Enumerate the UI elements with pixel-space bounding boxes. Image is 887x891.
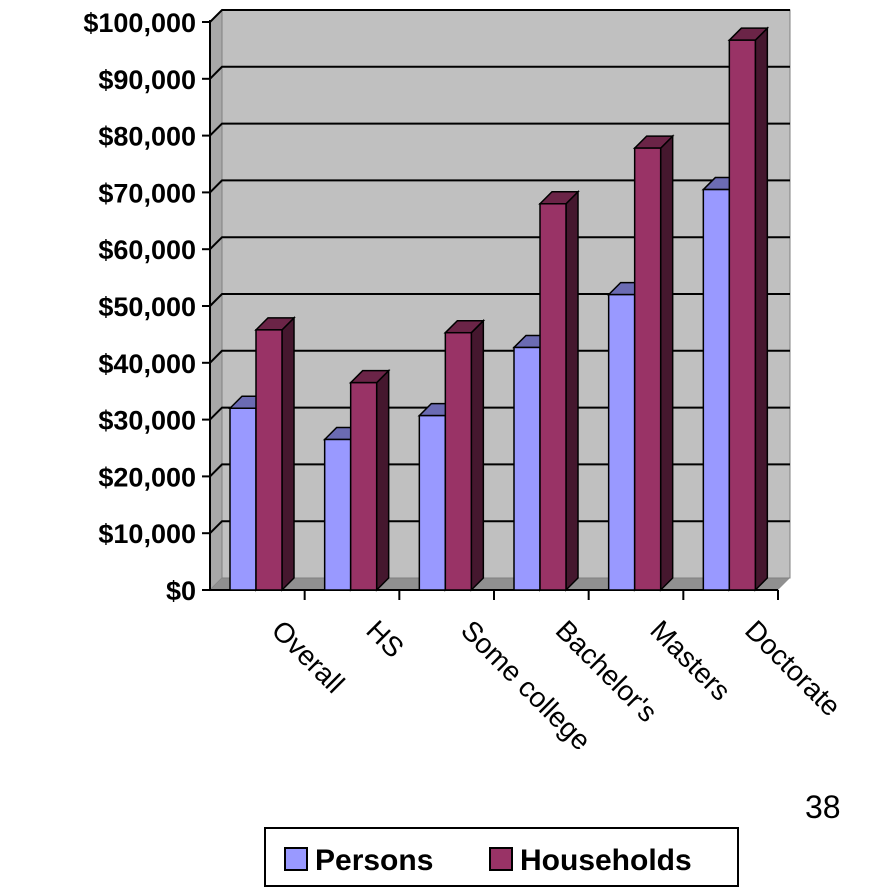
gridline xyxy=(209,293,790,307)
y-tick-label: $60,000 xyxy=(98,235,196,265)
legend-swatch-persons xyxy=(284,847,308,871)
legend-swatch-households xyxy=(489,847,513,871)
bar-households-3 xyxy=(538,189,580,592)
x-tick-label: HS xyxy=(360,614,409,663)
bar-households-0 xyxy=(254,316,296,592)
y-tick-label: $50,000 xyxy=(98,292,196,322)
plot-area xyxy=(202,8,791,600)
gridline xyxy=(209,179,790,194)
y-tick-label: $0 xyxy=(166,576,196,606)
bar-households-2 xyxy=(443,318,486,592)
legend: Persons Households xyxy=(264,827,739,887)
y-tick-label: $100,000 xyxy=(83,8,196,38)
y-tick-label: $70,000 xyxy=(98,178,196,208)
x-tick-label: Masters xyxy=(644,614,736,706)
bar-households-5 xyxy=(727,26,770,592)
gridline xyxy=(209,520,790,534)
y-axis-tick-labels: $0 $10,000 $20,000 $30,000 $40,000 $50,000 $60… xyxy=(83,8,196,606)
y-tick-label: $40,000 xyxy=(98,349,196,379)
gridline xyxy=(209,349,790,364)
legend-label-persons: Persons xyxy=(315,844,433,877)
y-tick-label: $80,000 xyxy=(98,122,196,152)
y-tick-label: $10,000 xyxy=(98,519,196,549)
gridline xyxy=(209,406,790,421)
y-tick-label: $20,000 xyxy=(98,462,196,492)
gridline xyxy=(209,122,790,137)
gridline xyxy=(209,65,790,80)
x-tick-label: Doctorate xyxy=(739,614,847,722)
legend-label-households: Households xyxy=(520,844,692,877)
gridline xyxy=(209,236,790,250)
bar-households-1 xyxy=(348,368,391,592)
gridline xyxy=(209,463,790,478)
y-tick-label: $30,000 xyxy=(98,406,196,436)
y-tick-label: $90,000 xyxy=(98,65,196,95)
gridline xyxy=(209,9,790,23)
page-number: 38 xyxy=(805,789,841,825)
x-tick-label: Overall xyxy=(266,614,351,699)
bar-households-4 xyxy=(632,134,675,592)
